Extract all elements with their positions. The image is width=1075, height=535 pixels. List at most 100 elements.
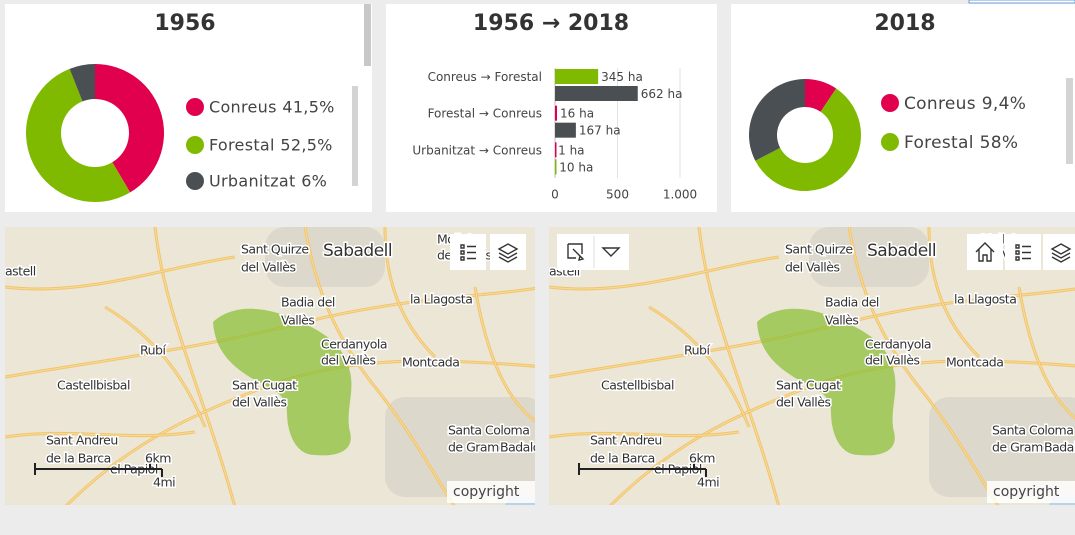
scrollbar[interactable] <box>352 86 358 186</box>
place-label: de Gramenet <box>992 440 1070 455</box>
road-center <box>848 227 999 505</box>
urban <box>385 397 535 497</box>
scale-km: 6km <box>145 451 171 466</box>
place-label: Sabadell <box>867 241 936 261</box>
place-label: Sabadell <box>323 241 392 261</box>
chart-title: 1956 → 2018 <box>473 11 629 36</box>
road-center <box>5 256 236 290</box>
road-center <box>1018 286 1075 419</box>
layers-icon <box>497 243 519 263</box>
place-label: astell <box>5 264 36 279</box>
select-button[interactable] <box>557 234 629 270</box>
place-label: Cerdanyola <box>865 337 931 352</box>
select-icon <box>567 243 585 261</box>
urban <box>265 227 385 287</box>
bar <box>555 142 557 158</box>
legend-value: 58% <box>980 133 1019 153</box>
road-center <box>384 227 436 358</box>
scale-mi: 4mi <box>153 475 175 490</box>
layers-icon <box>1050 243 1072 263</box>
place-label: Cerdanyola <box>321 337 387 352</box>
place-label: Sant Quirze <box>241 242 309 257</box>
place-label: Castellbisbal <box>601 378 674 393</box>
place-label: Vallès <box>281 313 314 328</box>
attribution-bg <box>987 481 1075 503</box>
chart-title: 1956 <box>154 11 215 36</box>
donut-segment <box>805 79 837 112</box>
top-edge <box>968 0 1075 4</box>
legend-label: Forestal <box>209 136 275 155</box>
road-center <box>474 286 535 422</box>
place-label: Castellbisbal <box>57 378 130 393</box>
home[interactable] <box>967 234 1003 270</box>
legend-swatch <box>186 172 204 190</box>
data-label: 167 ha <box>579 124 621 138</box>
legend-value: 6% <box>301 172 327 191</box>
place-label: Badia del <box>825 295 879 310</box>
home-icon <box>975 242 995 262</box>
road-center <box>5 288 535 378</box>
scale-km: 6km <box>689 451 715 466</box>
urban <box>929 397 1075 497</box>
road-center <box>66 360 535 505</box>
place-label: la Llagosta <box>954 292 1016 307</box>
y-tick-label: Conreus → Forestal <box>428 70 542 84</box>
road-center <box>104 306 206 428</box>
x-tick-label: 500 <box>606 188 629 202</box>
urban <box>809 227 929 287</box>
place-label: Badia del <box>281 295 335 310</box>
bar <box>555 159 557 175</box>
scale-mi: 4mi <box>697 475 719 490</box>
y-tick-label: Urbanitzat → Conreus <box>412 143 542 157</box>
place-label: de la Barca <box>590 451 655 466</box>
area-highlight <box>757 308 896 456</box>
legend-value: 9,4% <box>982 94 1026 114</box>
legend-value: 52,5% <box>280 136 332 155</box>
bar <box>555 105 557 121</box>
bar <box>555 122 576 138</box>
legend-label: Forestal <box>904 133 974 153</box>
place-label: Badalona <box>1044 440 1075 455</box>
data-label: 16 ha <box>560 107 594 121</box>
dropdown-icon <box>601 247 621 257</box>
donut-segment <box>748 79 805 161</box>
data-label: 345 ha <box>601 70 643 84</box>
legend-swatch <box>881 133 899 151</box>
donut-segment <box>26 68 131 202</box>
place-label: Sant Cugat <box>232 378 297 393</box>
road-center <box>648 306 750 428</box>
place-label: Rubí <box>684 343 710 358</box>
place-label: del Vallès <box>776 395 830 410</box>
road-center <box>549 256 780 290</box>
place-label: Vallès <box>825 313 858 328</box>
attribution: copyright <box>453 484 520 500</box>
y-tick-label: Forestal → Conreus <box>428 107 542 121</box>
legend-value: 41,5% <box>282 98 334 117</box>
layers[interactable] <box>490 234 526 270</box>
place-label: del Vallès <box>241 260 295 275</box>
place-label: de Gramenet <box>448 440 526 455</box>
legend-label: Urbanitzat <box>209 172 296 191</box>
donut-segment <box>95 64 164 193</box>
bar <box>555 86 638 101</box>
data-label: 662 ha <box>641 87 683 101</box>
place-label: Santa Coloma <box>992 423 1073 438</box>
place-label: Sant Quirze <box>785 242 853 257</box>
road-center <box>304 227 455 505</box>
place-label: Santa Coloma <box>448 423 529 438</box>
place-label: de la Barca <box>46 451 111 466</box>
legend-swatch <box>186 136 204 154</box>
scrollbar[interactable] <box>364 4 371 66</box>
place-label: Sant Andreu <box>46 433 118 448</box>
road-center <box>698 227 779 505</box>
place-label: Montcada <box>946 355 1003 370</box>
place-label: Rubí <box>140 343 166 358</box>
attribution-bg <box>447 481 535 503</box>
road-center <box>5 431 196 438</box>
scrollbar[interactable] <box>1066 78 1073 164</box>
layers[interactable] <box>1043 234 1075 270</box>
place-label: del Vallès <box>785 260 839 275</box>
legend-swatch <box>186 98 204 116</box>
